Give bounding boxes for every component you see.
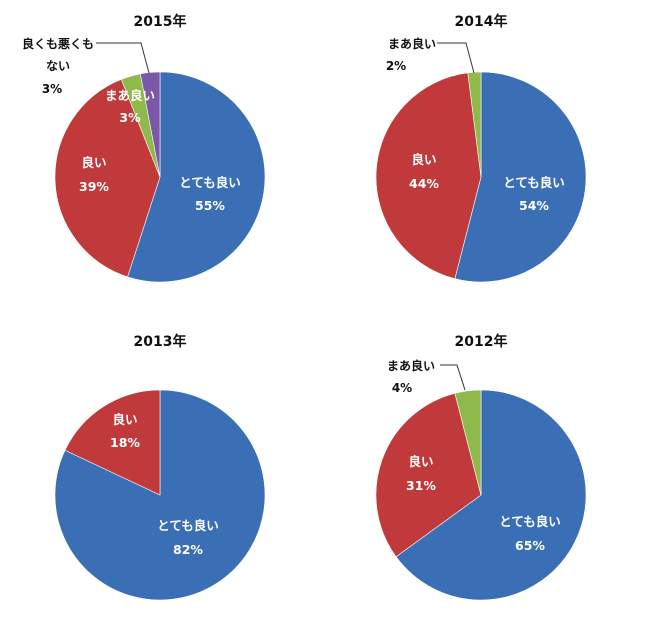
pie-slices (54, 389, 266, 601)
chart-title: 2014年 (455, 13, 508, 30)
slice-label-line1: 良くも悪くも (22, 36, 94, 51)
pie-slice (54, 78, 161, 278)
slice-percent: 54% (519, 198, 549, 213)
pie-slice (454, 71, 587, 283)
slice-label: 良い (408, 454, 433, 469)
pie-slice (375, 72, 482, 280)
slice-label: まあ良い (105, 88, 155, 103)
slice-label: とても良い (179, 175, 241, 190)
pie-slice (395, 389, 587, 601)
pie-slices (54, 71, 266, 283)
slice-percent: 4% (392, 381, 412, 395)
slice-label: 良い (411, 152, 436, 167)
pie-slices (375, 389, 587, 601)
chart-2015: 2015年 とても良い 55% 良い 39% まあ良い 3% 良くも悪くも ない… (22, 13, 266, 283)
slice-label: 良い (81, 155, 106, 170)
pie-slice (454, 389, 482, 496)
pie-slice (139, 71, 161, 178)
leader-line (440, 364, 466, 391)
slice-percent: 31% (406, 478, 436, 493)
pie-slices (375, 71, 587, 283)
leader-line (437, 42, 475, 74)
slice-percent: 55% (195, 198, 225, 213)
slice-percent: 18% (110, 435, 140, 450)
pie-slice (64, 389, 161, 496)
slice-percent: 82% (173, 542, 203, 557)
chart-2014: 2014年 とても良い 54% 良い 44% まあ良い 2% (375, 13, 587, 283)
slice-label: まあ良い (388, 36, 436, 51)
slice-label: とても良い (157, 518, 219, 533)
pie-slice (467, 71, 482, 178)
slice-percent: 65% (515, 538, 545, 553)
slice-label: とても良い (503, 175, 565, 190)
slice-percent: 44% (409, 176, 439, 191)
slice-label: とても良い (499, 514, 561, 529)
slice-percent: 3% (42, 82, 62, 96)
slice-percent: 2% (386, 59, 406, 73)
leader-line (96, 42, 150, 74)
chart-title: 2015年 (134, 13, 187, 30)
slice-percent: 39% (79, 179, 109, 194)
slice-label: まあ良い (387, 358, 435, 373)
chart-title: 2012年 (455, 333, 508, 350)
pie-slice (375, 392, 482, 558)
chart-title: 2013年 (134, 333, 187, 350)
slice-label-line2: ない (46, 59, 70, 73)
slice-percent: 3% (119, 110, 141, 125)
chart-2012: 2012年 とても良い 65% 良い 31% まあ良い 4% (375, 333, 587, 601)
pie-slice (127, 71, 266, 283)
chart-2013: 2013年 とても良い 82% 良い 18% (54, 333, 266, 601)
slice-label: 良い (112, 412, 137, 427)
